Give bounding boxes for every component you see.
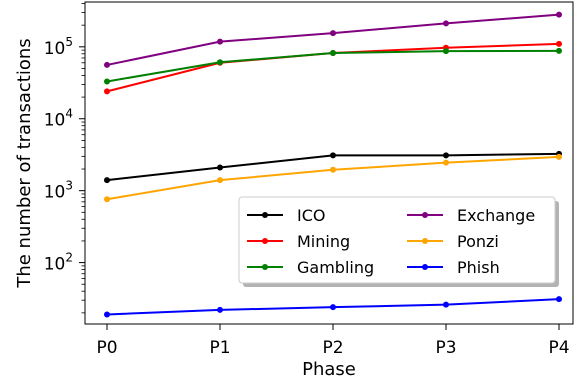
data-point bbox=[443, 20, 449, 27]
data-point bbox=[217, 306, 223, 313]
y-axis-label: The number of transactions bbox=[14, 38, 35, 288]
legend-marker bbox=[422, 264, 428, 270]
legend-label: Phish bbox=[457, 258, 500, 277]
data-point bbox=[556, 153, 562, 160]
legend-label: ICO bbox=[297, 206, 325, 225]
data-point bbox=[556, 47, 562, 54]
data-point bbox=[443, 48, 449, 55]
legend-label: Exchange bbox=[457, 206, 535, 225]
y-tick-label: 104 bbox=[44, 107, 73, 131]
legend: ICO Mining Gambling Exchange Ponzi Phish bbox=[238, 196, 559, 287]
data-point bbox=[217, 38, 223, 45]
data-point bbox=[104, 311, 110, 318]
data-point bbox=[330, 152, 336, 159]
data-point bbox=[104, 196, 110, 203]
legend-marker bbox=[262, 264, 268, 270]
data-point bbox=[217, 177, 223, 184]
data-point bbox=[104, 177, 110, 184]
y-tick-label: 105 bbox=[44, 35, 73, 59]
data-point bbox=[217, 59, 223, 66]
y-axis: 102 103 104 105 bbox=[44, 35, 85, 275]
legend-marker bbox=[262, 238, 268, 244]
y-tick-label: 103 bbox=[44, 179, 73, 203]
data-point bbox=[556, 40, 562, 47]
data-point bbox=[443, 152, 449, 159]
y-minor-ticks bbox=[81, 3, 85, 314]
x-tick-label: P1 bbox=[209, 338, 230, 358]
x-tick-label: P3 bbox=[435, 338, 456, 358]
data-point bbox=[330, 50, 336, 57]
x-axis: P0 P1 P2 P3 P4 bbox=[96, 324, 570, 358]
x-tick-label: P2 bbox=[322, 338, 343, 358]
legend-label: Ponzi bbox=[457, 232, 499, 251]
legend-label: Gambling bbox=[297, 258, 374, 277]
data-point bbox=[443, 159, 449, 166]
data-point bbox=[330, 304, 336, 311]
data-point bbox=[443, 301, 449, 308]
x-tick-label: P4 bbox=[548, 338, 569, 358]
legend-marker bbox=[422, 212, 428, 218]
data-point bbox=[330, 30, 336, 37]
series-layer bbox=[104, 11, 562, 318]
legend-marker bbox=[262, 212, 268, 218]
data-point bbox=[556, 296, 562, 303]
data-point bbox=[104, 88, 110, 95]
y-tick-label: 102 bbox=[44, 251, 73, 275]
legend-box bbox=[238, 196, 556, 284]
x-tick-label: P0 bbox=[96, 338, 117, 358]
data-point bbox=[104, 61, 110, 68]
data-point bbox=[104, 78, 110, 85]
data-point bbox=[556, 11, 562, 18]
data-point bbox=[330, 166, 336, 173]
x-axis-label: Phase bbox=[302, 359, 356, 380]
data-point bbox=[217, 164, 223, 171]
legend-label: Mining bbox=[297, 232, 350, 251]
legend-marker bbox=[422, 238, 428, 244]
